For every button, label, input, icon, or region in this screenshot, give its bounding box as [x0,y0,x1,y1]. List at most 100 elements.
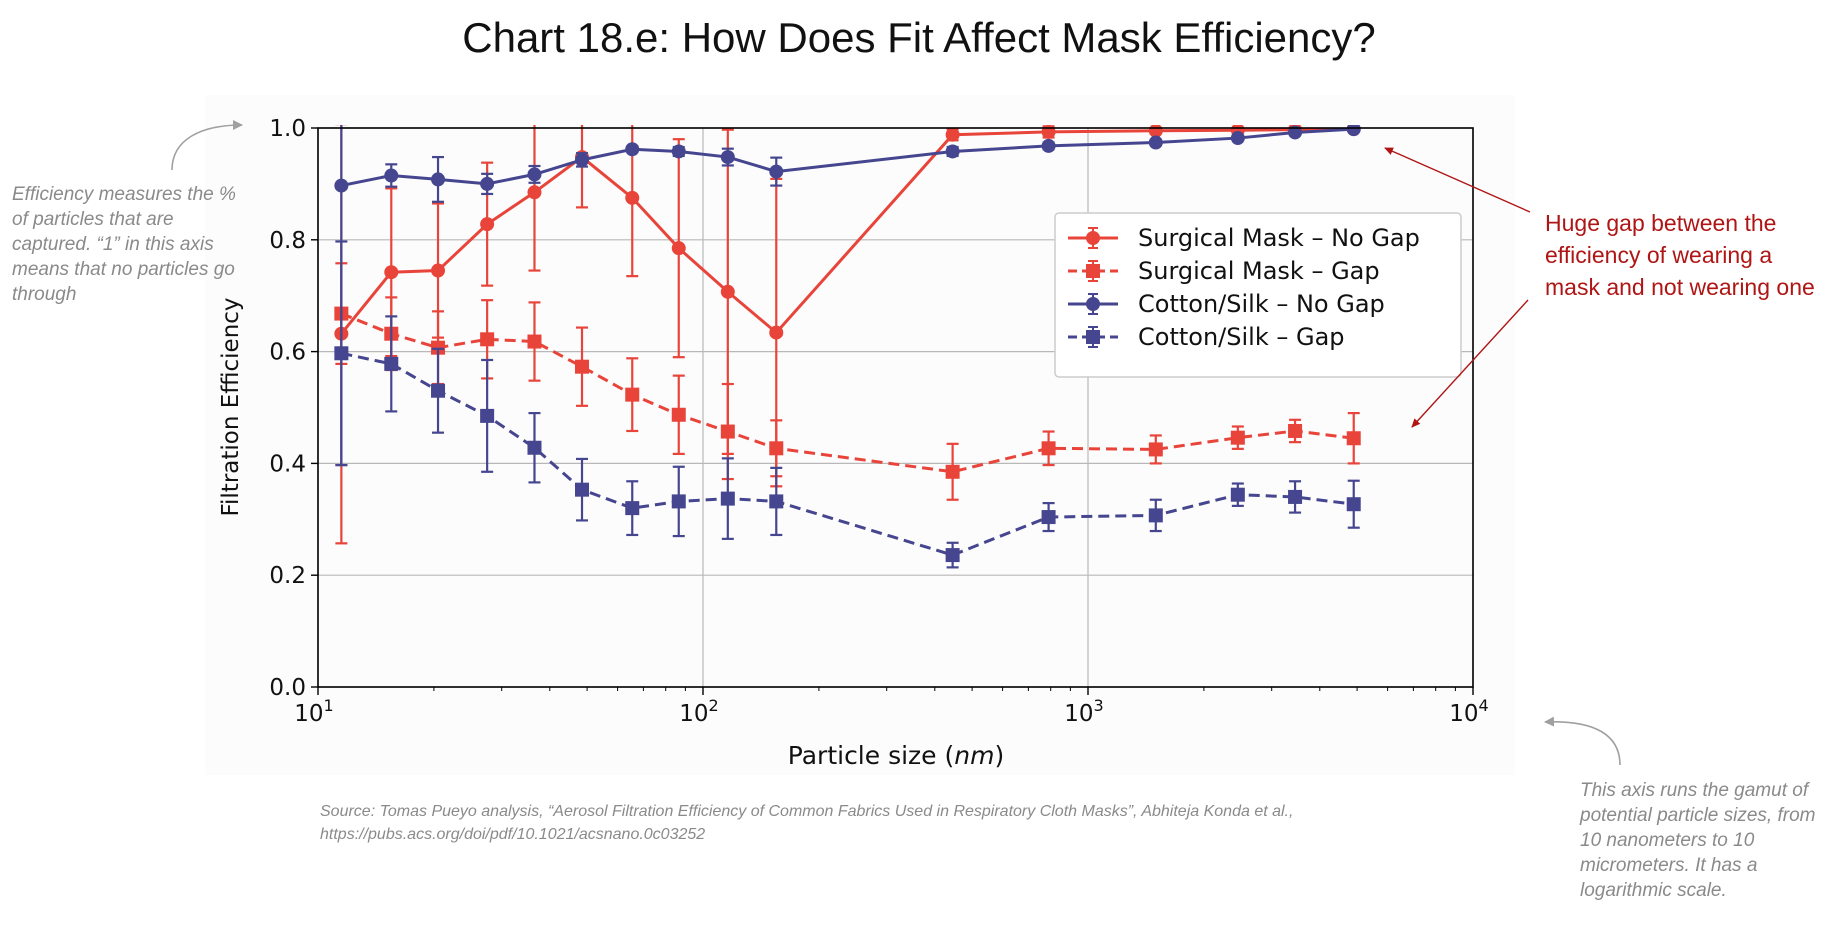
arrow-to-y-axis [171,120,243,171]
y-tick-label: 0.0 [269,675,306,701]
y-axis-label: Filtration Efficiency [218,297,244,516]
data-point [625,142,640,157]
data-point [625,190,640,205]
legend-marker [1086,231,1100,245]
grid-lines [317,127,1474,688]
data-point [720,150,735,165]
data-point [671,407,686,422]
legend-marker [1086,264,1100,278]
data-point [384,356,399,371]
x-axis-label: Particle size (nm) [788,741,1004,770]
legend-label: Surgical Mask – No Gap [1138,224,1420,252]
data-point [1230,487,1245,502]
data-point [720,424,735,439]
data-point [575,482,590,497]
data-point [1041,138,1056,153]
data-point [769,441,784,456]
y-tick-label: 1.0 [269,116,306,142]
x-axis-label-suffix: ) [994,741,1004,770]
data-point [527,334,542,349]
data-point [769,164,784,179]
data-point [671,241,686,256]
data-point [527,440,542,455]
data-point [480,408,495,423]
data-point [720,284,735,299]
y-tick-label: 0.4 [269,451,306,477]
data-point [575,359,590,374]
data-point [945,548,960,563]
data-point [384,168,399,183]
x-axis-ticks: 101 102 103 104 [294,687,1489,727]
legend: Surgical Mask – No Gap Surgical Mask – Ga… [1054,212,1462,378]
x-tick-label: 103 [1064,696,1103,727]
data-point [527,185,542,200]
data-point [1041,441,1056,456]
data-point [1041,125,1056,139]
data-point [625,501,640,516]
data-point [1346,431,1361,446]
legend-label: Cotton/Silk – Gap [1138,323,1345,351]
data-point [527,167,542,182]
legend-box [1054,212,1462,378]
legend-marker [1086,330,1100,344]
data-point [384,265,399,280]
data-point [1230,131,1245,146]
annotation-huge-gap: Huge gap between the efficiency of weari… [1545,210,1815,300]
legend-marker [1086,297,1100,311]
data-point [1346,125,1361,137]
data-point [480,332,495,347]
x-tick-label: 101 [294,696,333,727]
data-point [1288,489,1303,504]
arrow-to-x-axis [1544,716,1621,766]
y-tick-label: 0.6 [269,340,306,366]
source-citation: Source: Tomas Pueyo analysis, “Aerosol F… [320,800,1370,846]
legend-label: Surgical Mask – Gap [1138,257,1380,285]
series-cotton-silk-gap [334,240,1361,569]
data-point [431,263,446,278]
series-line [340,312,1354,474]
series-line [341,127,1354,188]
data-point [431,172,446,187]
y-tick-label: 0.8 [269,228,306,254]
data-point [431,383,446,398]
data-point [769,325,784,340]
arrow-to-gap [1411,299,1529,428]
chart-title: Chart 18.e: How Does Fit Affect Mask Eff… [462,14,1376,61]
data-point [334,346,349,361]
annotation-efficiency: Efficiency measures the % of particles t… [12,184,236,305]
data-point [1346,497,1361,512]
plot-frame [317,127,1474,688]
data-point [1288,423,1303,438]
series-line [340,127,1354,335]
data-point [671,144,686,159]
y-axis-ticks: 0.0 0.2 0.4 0.6 0.8 1.0 [269,116,318,701]
data-point [334,178,349,193]
data-point [1148,508,1163,523]
annotation-axis-range: This axis runs the gamut of potential pa… [1580,780,1816,901]
data-point [431,340,446,355]
data-point [945,127,960,142]
series-line [341,351,1354,557]
data-point [480,176,495,191]
data-point [945,464,960,479]
x-tick-label: 102 [679,696,718,727]
data-point [575,152,590,167]
data-point [1288,125,1303,140]
data-point [480,217,495,232]
arrow-to-no-gap [1384,147,1531,213]
data-point [1230,430,1245,445]
x-tick-label: 104 [1449,696,1488,727]
data-point [1041,510,1056,525]
x-axis-label-prefix: Particle size ( [788,741,955,770]
y-tick-label: 0.2 [269,563,306,589]
x-axis-label-unit: nm [954,741,994,770]
data-point [625,387,640,402]
data-point [1148,442,1163,457]
data-point [1148,135,1163,150]
legend-label: Cotton/Silk – No Gap [1138,290,1385,318]
source-line-1: Source: Tomas Pueyo analysis, “Aerosol F… [320,803,1294,820]
data-point [769,494,784,509]
data-point [671,494,686,509]
data-point [945,144,960,159]
